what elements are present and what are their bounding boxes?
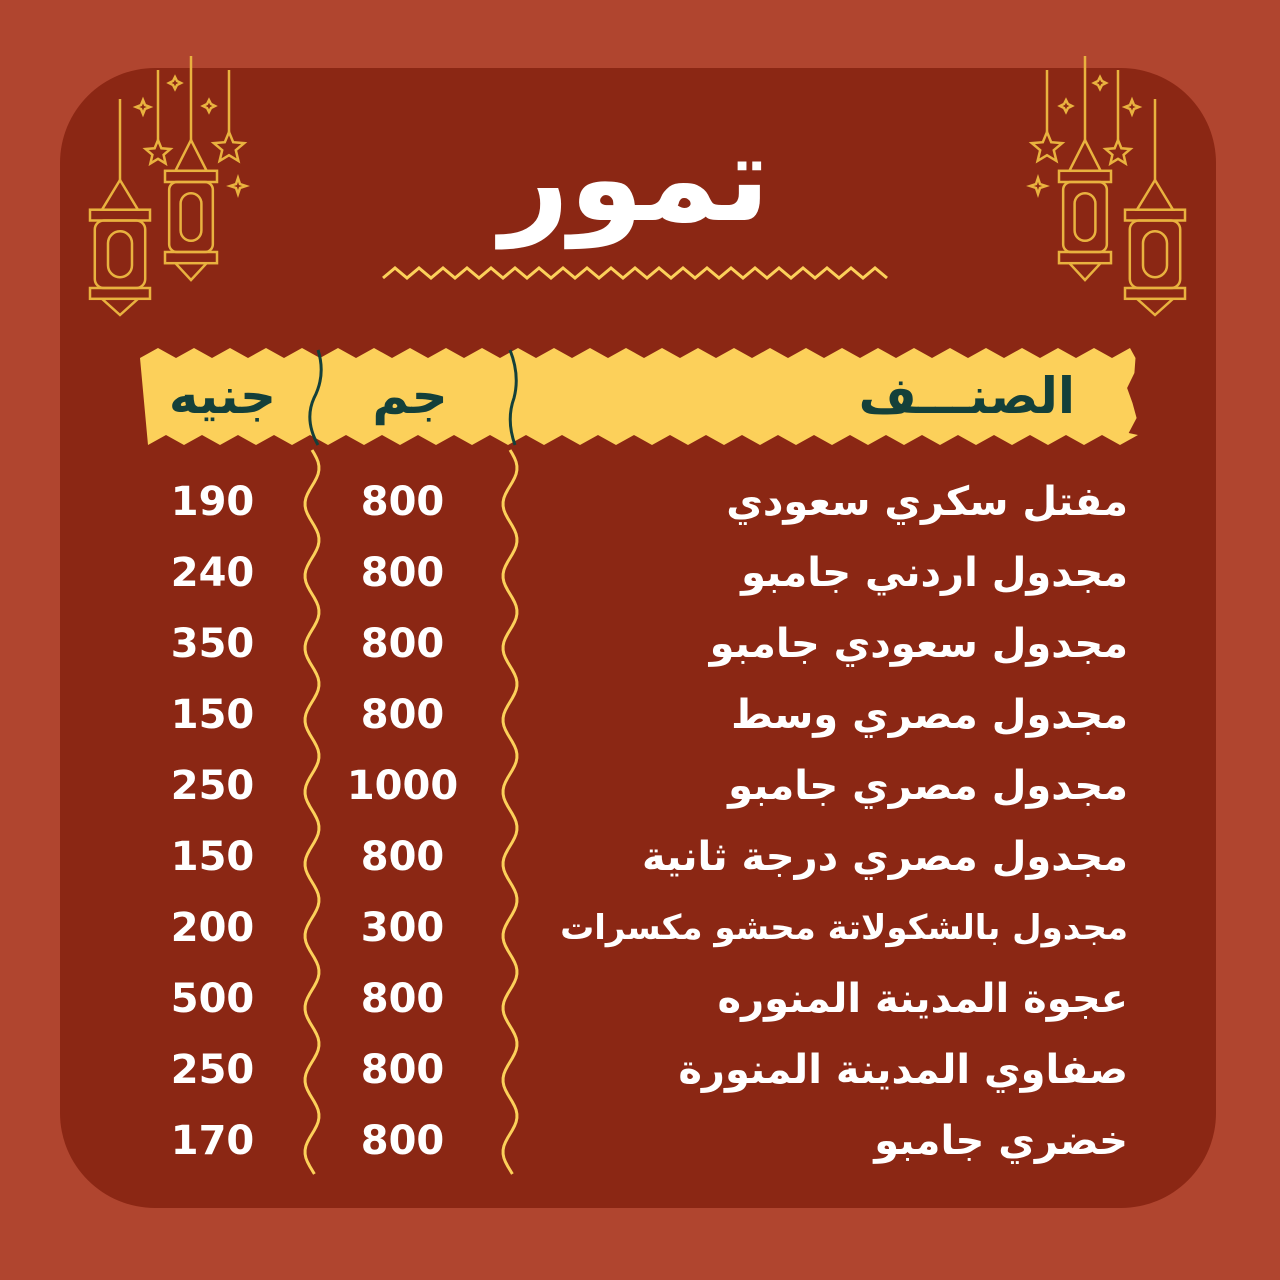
header-divider (308, 349, 323, 446)
star-icon (142, 70, 174, 167)
lantern-icon (88, 99, 152, 317)
grams: 800 (360, 834, 445, 880)
header-grams: جم (372, 367, 448, 425)
item-name: مجدول سعودي جامبو (709, 621, 1128, 667)
page-title: تمور (500, 110, 770, 249)
menu-row: 250 800 صفاوي المدينة المنورة (0, 1035, 1280, 1106)
price: 250 (170, 1047, 255, 1093)
grams: 300 (360, 905, 445, 951)
lantern-icon (1057, 56, 1113, 282)
menu-row: 150 800 مجدول مصري وسط (0, 680, 1280, 751)
item-name: عجوة المدينة المنوره (717, 976, 1128, 1022)
column-divider (303, 449, 321, 1175)
header-band (140, 348, 1138, 445)
price: 190 (170, 479, 255, 525)
grams: 1000 (346, 763, 459, 809)
item-name: مجدول اردني جامبو (741, 550, 1128, 596)
sparkle-icon (1091, 74, 1109, 92)
item-name: صفاوي المدينة المنورة (678, 1047, 1128, 1093)
sparkle-icon (132, 96, 154, 118)
menu-row: 250 1000 مجدول مصري جامبو (0, 751, 1280, 822)
header-item: الصنـــف (858, 367, 1075, 425)
title-underline (382, 266, 888, 280)
sparkle-icon (200, 97, 218, 115)
header-divider (508, 349, 518, 446)
grams: 800 (360, 692, 445, 738)
menu-row: 500 800 عجوة المدينة المنوره (0, 964, 1280, 1035)
price: 240 (170, 550, 255, 596)
grams: 800 (360, 1047, 445, 1093)
menu-row: 350 800 مجدول سعودي جامبو (0, 609, 1280, 680)
sparkle-icon (226, 174, 250, 198)
sparkle-icon (1057, 97, 1075, 115)
item-name: مجدول مصري جامبو (728, 763, 1128, 809)
item-name: مفتل سكري سعودي (726, 479, 1128, 525)
price: 150 (170, 834, 255, 880)
price: 200 (170, 905, 255, 951)
price: 500 (170, 976, 255, 1022)
item-name: مجدول مصري وسط (731, 692, 1128, 738)
menu-row: 170 800 خضري جامبو (0, 1106, 1280, 1177)
star-icon (1102, 70, 1134, 167)
menu-row: 150 800 مجدول مصري درجة ثانية (0, 822, 1280, 893)
column-divider (501, 449, 519, 1175)
grams: 800 (360, 479, 445, 525)
lantern-icon (1123, 99, 1187, 317)
sparkle-icon (1026, 174, 1050, 198)
header-price: جنيه (168, 367, 277, 425)
sparkle-icon (1121, 96, 1143, 118)
grams: 800 (360, 1118, 445, 1164)
item-name: مجدول بالشكولاتة محشو مكسرات (560, 908, 1128, 948)
price: 170 (170, 1118, 255, 1164)
menu-row: 240 800 مجدول اردني جامبو (0, 538, 1280, 609)
sparkle-icon (166, 74, 184, 92)
price: 150 (170, 692, 255, 738)
price: 350 (170, 621, 255, 667)
grams: 800 (360, 976, 445, 1022)
item-name: خضري جامبو (874, 1118, 1128, 1164)
grams: 800 (360, 550, 445, 596)
star-icon (210, 70, 248, 164)
star-icon (1028, 70, 1066, 164)
grams: 800 (360, 621, 445, 667)
lantern-icon (163, 56, 219, 282)
item-name: مجدول مصري درجة ثانية (641, 834, 1128, 880)
menu-row: 200 300 مجدول بالشكولاتة محشو مكسرات (0, 893, 1280, 964)
menu-row: 190 800 مفتل سكري سعودي (0, 467, 1280, 538)
price: 250 (170, 763, 255, 809)
menu-card (60, 68, 1216, 1208)
